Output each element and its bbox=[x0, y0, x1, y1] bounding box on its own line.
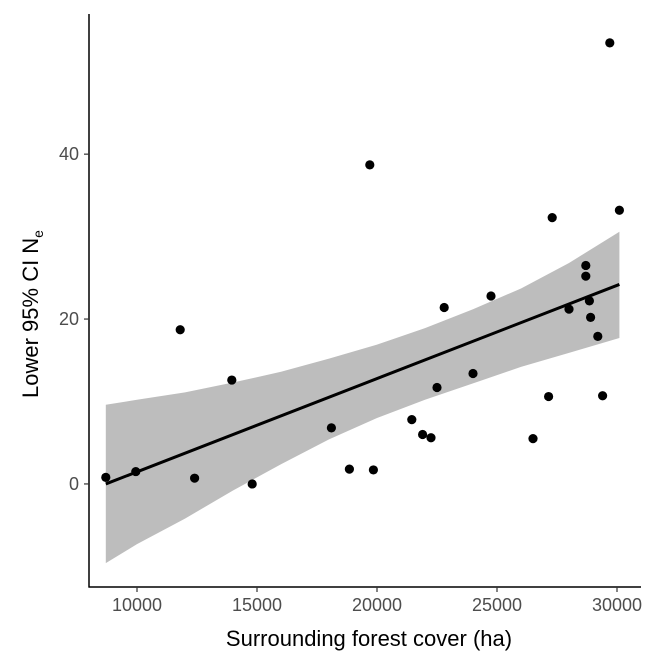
data-point bbox=[605, 38, 615, 48]
trend-line-layer bbox=[105, 283, 620, 486]
data-point bbox=[593, 331, 603, 341]
data-point bbox=[247, 479, 257, 489]
data-point bbox=[407, 415, 417, 425]
data-point bbox=[368, 465, 378, 475]
data-point bbox=[432, 382, 442, 393]
data-point bbox=[344, 464, 354, 474]
y-tick-label: 20 bbox=[59, 309, 79, 329]
data-points-layer bbox=[101, 38, 625, 489]
data-point bbox=[584, 296, 595, 306]
data-point bbox=[586, 312, 596, 323]
confidence-band bbox=[105, 231, 620, 564]
data-point bbox=[468, 368, 478, 379]
x-axis-title: Surrounding forest cover (ha) bbox=[226, 626, 512, 651]
data-point bbox=[426, 433, 436, 443]
x-tick-label: 30000 bbox=[592, 595, 642, 615]
y-tick-label: 0 bbox=[69, 474, 79, 494]
y-axis-title-subscript: e bbox=[30, 230, 46, 238]
confidence-band-layer bbox=[105, 231, 620, 564]
data-point bbox=[131, 466, 141, 477]
data-point bbox=[418, 429, 428, 440]
data-point bbox=[365, 160, 375, 170]
data-point bbox=[581, 271, 591, 281]
data-point bbox=[486, 291, 496, 301]
data-point bbox=[598, 391, 608, 401]
data-point bbox=[564, 304, 574, 314]
data-point bbox=[227, 375, 237, 385]
data-point bbox=[544, 391, 554, 402]
data-point bbox=[326, 423, 336, 433]
y-tick-label: 40 bbox=[59, 144, 79, 164]
data-point bbox=[614, 205, 625, 215]
data-point bbox=[528, 433, 538, 444]
data-point bbox=[101, 472, 111, 482]
trend-line bbox=[105, 283, 620, 486]
x-tick-label: 20000 bbox=[352, 595, 402, 615]
data-point bbox=[439, 302, 449, 313]
x-tick-label: 10000 bbox=[112, 595, 162, 615]
y-axis-title-main: Lower 95% CI N bbox=[18, 238, 43, 398]
data-point bbox=[190, 473, 200, 483]
axes bbox=[84, 14, 641, 592]
x-tick-label: 15000 bbox=[232, 595, 282, 615]
tick-labels: 10000 15000 20000 25000 30000 0 20 40 bbox=[59, 144, 642, 615]
data-point bbox=[581, 260, 591, 271]
y-axis-title: Lower 95% CI Ne bbox=[18, 230, 46, 398]
data-point bbox=[175, 325, 185, 335]
data-point bbox=[547, 213, 557, 223]
x-tick-label: 25000 bbox=[472, 595, 522, 615]
